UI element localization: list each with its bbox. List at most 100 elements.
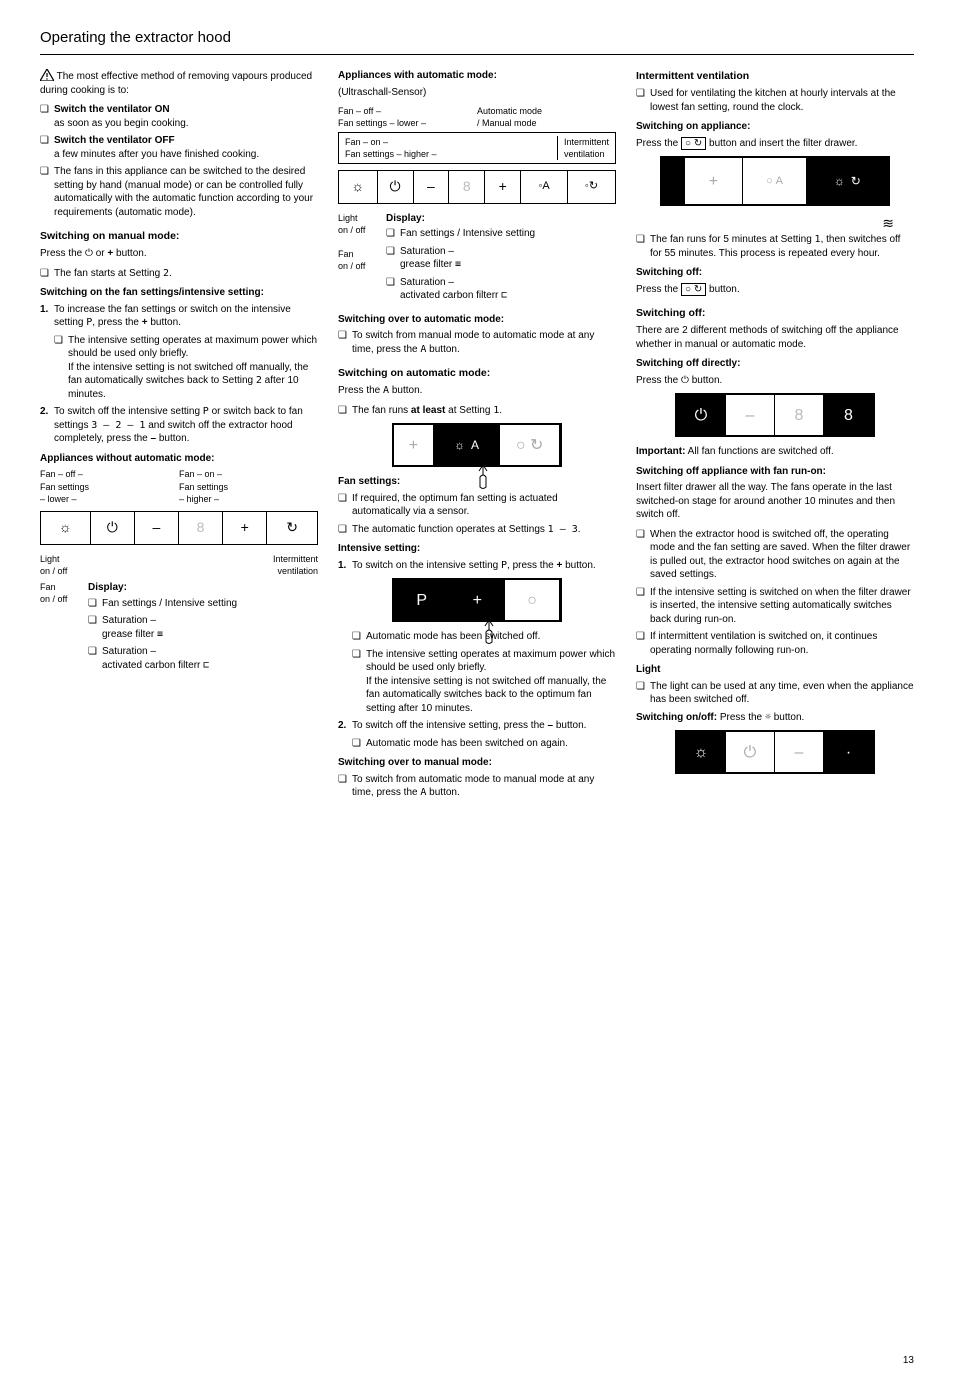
- b3-text: The fans in this appliance can be switch…: [54, 166, 313, 204]
- diag-power-icon: ⏻: [378, 171, 414, 203]
- disp2-b3: ❏Saturation –activated carbon filterr ⊏: [386, 276, 616, 303]
- important-para: Important: All fan functions are switche…: [636, 445, 914, 459]
- swon-b1: ❏The fan runs at least at Setting 1.: [338, 404, 616, 418]
- wave-icon: ≋: [636, 214, 914, 233]
- diag-automode-icon: ◦A: [521, 171, 568, 203]
- fanset-b1: ❏If required, the optimum fan setting is…: [338, 492, 616, 519]
- runon-b1: ❏When the extractor hood is switched off…: [636, 528, 914, 582]
- disp-b2: ❏Saturation –grease filter ≡: [88, 614, 318, 641]
- switchoff-heading: Switching off:: [636, 306, 914, 320]
- runon-b2: ❏If the intensive setting is switched on…: [636, 586, 914, 627]
- manual-mode-heading: Switching on manual mode:: [40, 229, 318, 243]
- iv-swoff-press: Press the ○ ↻ button.: [636, 283, 914, 297]
- page-number: 13: [903, 1354, 914, 1368]
- control-diagram-2: ☼ ⏻ – 8 + ◦A ◦↻: [338, 170, 616, 204]
- illustration-switchoff: ⏻ – 8 8: [636, 393, 914, 437]
- manual-press: Press the ⏻ or + button.: [40, 247, 318, 261]
- light-heading: Light: [636, 663, 914, 677]
- runon-para: Insert filter drawer all the way. The fa…: [636, 481, 914, 522]
- iv-switchoff-heading: Switching off:: [636, 266, 914, 280]
- display-block-1: Fanon / off Display: ❏Fan settings / Int…: [40, 581, 318, 676]
- switchover-auto-heading: Switching over to automatic mode:: [338, 313, 616, 327]
- light-switch-para: Switching on/off: Press the ☼ button.: [636, 711, 914, 725]
- grease-icon: ≡: [157, 629, 163, 640]
- num-1: 1. To increase the fan settings or switc…: [40, 303, 318, 330]
- b1-title: Switch the ventilator ON: [54, 104, 170, 115]
- warning-icon: [40, 69, 54, 81]
- intvent-button-icon: ○ ↻: [681, 283, 706, 296]
- manual-bullet-1: ❏ The fan starts at Setting 2.: [40, 267, 318, 281]
- column-3: Intermittent ventilation ❏Used for venti…: [636, 69, 914, 804]
- iv-swon-press: Press the ○ ↻ button and insert the filt…: [636, 137, 914, 151]
- intro-para: The most effective method of removing va…: [40, 69, 318, 97]
- column-1: The most effective method of removing va…: [40, 69, 318, 804]
- control-diagram-1: ☼ ⏻ – 8 + ↻: [40, 511, 318, 545]
- bullet-fans-info: ❏ The fans in this appliance can be swit…: [40, 165, 318, 219]
- auto-sub: (Ultraschall-Sensor): [338, 86, 616, 100]
- switchover-manual-heading: Switching over to manual mode:: [338, 756, 616, 770]
- intermittent-heading: Intermittent ventilation: [636, 69, 914, 83]
- swoff-para: There are 2 different methods of switchi…: [636, 324, 914, 351]
- disp-b1: ❏Fan settings / Intensive setting: [88, 597, 318, 611]
- diag-power-icon: ⏻: [91, 512, 135, 544]
- grease-icon: ≡: [455, 259, 461, 270]
- diag-display: 8: [179, 512, 223, 544]
- swoffd-press: Press the ⏻ button.: [636, 374, 914, 388]
- page-title: Operating the extractor hood: [40, 28, 914, 55]
- power-icon: ⏻: [681, 375, 689, 386]
- switchon-auto-heading: Switching on automatic mode:: [338, 366, 616, 380]
- display-heading: Display:: [386, 212, 616, 226]
- diag-minus-icon: –: [135, 512, 179, 544]
- fanset-b2: ❏The automatic function operates at Sett…: [338, 523, 616, 537]
- settings-13-icon: 1 – 3: [548, 524, 578, 535]
- runon-b3: ❏If intermittent ventilation is switched…: [636, 630, 914, 657]
- diag-minus-icon: –: [414, 171, 450, 203]
- carbon-icon: ⊏: [203, 660, 209, 671]
- intsv-n2-sub: ❏Automatic mode has been switched on aga…: [352, 737, 616, 751]
- swman-b1: ❏To switch from automatic mode to manual…: [338, 773, 616, 800]
- diag-light-icon: ☼: [41, 512, 91, 544]
- iv-b1: ❏Used for ventilating the kitchen at hou…: [636, 87, 914, 114]
- iv-b2: ❏The fan runs for 5 minutes at Setting 1…: [636, 233, 914, 260]
- disp2-b2: ❏Saturation –grease filter ≡: [386, 245, 616, 272]
- switchoff-direct-heading: Switching off directly:: [636, 357, 914, 371]
- illustration-auto-on: + ☼ A ○ ↻: [338, 423, 616, 467]
- diag1-labels-bottom: Lighton / off Intermittentventilation: [40, 553, 318, 577]
- diag-light-icon: ☼: [339, 171, 378, 203]
- no-auto-heading: Appliances without automatic mode:: [40, 452, 318, 466]
- runon-heading: Switching off appliance with fan run-on:: [636, 465, 914, 479]
- display-block-2: Lighton / offFanon / off Display: ❏Fan s…: [338, 212, 616, 307]
- num-1-sub1: ❏ The intensive setting operates at maxi…: [54, 334, 318, 402]
- intsv-n2: 2.To switch off the intensive setting, p…: [338, 719, 616, 733]
- intsv-n1: 1.To switch on the intensive setting P, …: [338, 559, 616, 573]
- diag-plus-icon: +: [485, 171, 521, 203]
- disp2-b1: ❏Fan settings / Intensive setting: [386, 227, 616, 241]
- bullet-ventilator-off: ❏ Switch the ventilator OFFa few minutes…: [40, 134, 318, 161]
- b2-text: a few minutes after you have finished co…: [54, 149, 259, 160]
- num-2: 2. To switch off the intensive setting P…: [40, 405, 318, 446]
- pointer-icon: [474, 465, 492, 489]
- intvent-button-icon: ○ ↻: [681, 137, 706, 150]
- bullet-ventilator-on: ❏ Switch the ventilator ONas soon as you…: [40, 103, 318, 130]
- illustration-intensive: P + ○: [338, 578, 616, 622]
- power-icon: ⏻: [85, 248, 93, 259]
- content-columns: The most effective method of removing va…: [40, 69, 914, 804]
- iv-switchon-heading: Switching on appliance:: [636, 120, 914, 134]
- illustration-iv-on: + ○ A ☼ ↻: [636, 156, 914, 206]
- diag-clock-icon: ↻: [267, 512, 317, 544]
- intensive-setting-heading: Switching on the fan settings/intensive …: [40, 286, 318, 300]
- disp-b3: ❏Saturation –activated carbon filterr ⊏: [88, 645, 318, 672]
- display-heading: Display:: [88, 581, 318, 595]
- diag-intvent-icon: ◦↻: [568, 171, 615, 203]
- diag-display: 8: [449, 171, 485, 203]
- b1-text: as soon as you begin cooking.: [54, 118, 189, 129]
- diag1-labels-top: Fan – off –Fan settings– lower – Fan – o…: [40, 468, 318, 504]
- intro-text: The most effective method of removing va…: [40, 71, 312, 96]
- illustration-light: ☼ ⏻ – ·: [636, 730, 914, 774]
- light-b1: ❏The light can be used at any time, even…: [636, 680, 914, 707]
- pointer-icon: [480, 620, 498, 644]
- diag2-r2-box: Fan – on –Fan settings – higher – Interm…: [338, 132, 616, 164]
- b3b-text: requirements (automatic mode).: [54, 207, 196, 218]
- diag2-r1: Fan – off –Fan settings – lower – Automa…: [338, 105, 616, 129]
- carbon-icon: ⊏: [501, 290, 507, 301]
